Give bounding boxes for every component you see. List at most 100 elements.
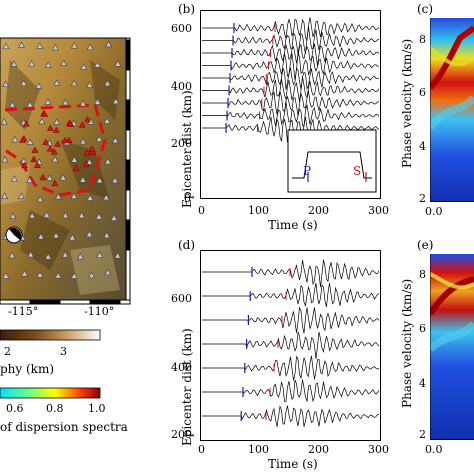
station-triangle [54, 272, 62, 279]
station-triangle-selected [30, 155, 38, 163]
seismogram-trace [202, 90, 380, 116]
station-triangle [10, 60, 18, 67]
station-triangle [1, 155, 9, 163]
station-triangle [85, 158, 93, 165]
lon-tick-label: -115° [8, 305, 39, 318]
seismogram-trace [202, 379, 380, 402]
seismogram-trace [202, 76, 380, 102]
station-triangle-selected [83, 149, 91, 156]
ytick-label: 600 [171, 22, 192, 35]
station-triangle-selected [82, 160, 90, 167]
station-triangle [103, 117, 111, 124]
station-triangle [25, 176, 34, 183]
station-triangle [80, 63, 88, 70]
station-triangle [68, 233, 76, 241]
elev-colorbar-label: phy (km) [0, 362, 55, 376]
axis-label: Phase velocity (km/s) [400, 278, 414, 408]
map-panel: -115° -110° 2 3 phy (km) 0.6 0.8 1.0 of … [0, 0, 170, 474]
elev-tick-label: 3 [60, 345, 67, 358]
station-triangle [28, 60, 36, 67]
station-triangle [8, 101, 16, 108]
station-triangle [105, 40, 113, 48]
ytick-label: 4 [419, 377, 426, 390]
cbar-tick-label: 0.8 [46, 402, 64, 415]
panel-e-dispersion-spectrum [430, 254, 474, 440]
seismogram-trace [202, 355, 380, 381]
station-triangle-selected [39, 173, 47, 181]
station-triangle [103, 79, 111, 87]
xtick-label: 0.0 [425, 205, 443, 218]
station-triangle-selected [61, 136, 69, 144]
ytick-label: 200 [171, 137, 192, 150]
station-triangle [102, 193, 110, 201]
station-triangle [61, 98, 69, 106]
inset-s-label: S [353, 164, 362, 178]
ytick-label: 400 [171, 80, 192, 93]
ytick-label: 600 [171, 292, 192, 305]
xtick-label: 0.0 [425, 443, 443, 456]
xtick-label: 200 [308, 443, 329, 456]
station-triangle-selected [52, 126, 60, 133]
ytick-label: 4 [419, 140, 426, 153]
station-triangle [2, 80, 10, 88]
station-triangle [61, 251, 69, 258]
station-triangle [95, 135, 103, 142]
station-triangle [79, 137, 87, 145]
xtick-label: 100 [248, 443, 269, 456]
station-triangle-selected [46, 145, 54, 152]
xtick-label: 100 [248, 204, 269, 217]
panel-letter-c: (c) [417, 2, 434, 16]
station-triangle [86, 194, 94, 201]
station-triangle-selected [84, 116, 91, 123]
cbar-tick-label: 1.0 [88, 402, 106, 415]
station-triangle [38, 117, 46, 125]
station-triangle [94, 98, 102, 105]
station-triangle [44, 252, 52, 260]
station-triangle [70, 192, 78, 200]
station-triangle-selected [78, 121, 86, 128]
station-triangle [114, 60, 122, 67]
station-triangle [37, 232, 45, 240]
station-triangle [53, 118, 61, 125]
panel-c-ylabel: Phase velocity (km/s) [396, 39, 415, 168]
station-triangle [79, 176, 87, 183]
panel-c-dispersion-spectrum [430, 18, 474, 202]
station-triangle [27, 250, 35, 258]
station-triangle [2, 42, 10, 50]
station-triangle [53, 79, 61, 86]
station-triangle [36, 195, 44, 203]
station-triangle [60, 59, 68, 67]
station-triangle [70, 272, 78, 279]
station-triangle [104, 268, 112, 276]
station-triangle [96, 251, 104, 258]
station-triangle [79, 99, 87, 107]
station-triangle [103, 231, 111, 239]
elev-tick-label: 2 [4, 345, 11, 358]
station-triangle-selected [54, 140, 62, 147]
axis-label: Time (s) [268, 457, 318, 471]
station-triangle-selected [46, 124, 54, 131]
ytick-label: 8 [419, 268, 426, 281]
station-triangle [76, 252, 84, 260]
seismogram-trace [202, 17, 380, 42]
seismogram-trace [202, 331, 380, 359]
station-triangle [96, 176, 104, 184]
station-triangle [43, 211, 51, 218]
station-triangle-selected [19, 136, 27, 143]
station-triangle [104, 157, 112, 165]
station-triangle [2, 272, 10, 279]
station-triangle [35, 82, 43, 89]
station-triangle [9, 212, 17, 219]
ytick-label: 8 [419, 33, 426, 46]
station-triangle [111, 176, 119, 184]
station-triangle [36, 271, 44, 278]
station-triangle [111, 136, 119, 144]
station-triangle [86, 43, 94, 50]
axis-label: Phase velocity (km/s) [400, 38, 414, 168]
xtick-label: 200 [308, 204, 329, 217]
station-triangle [54, 192, 62, 200]
seismogram-trace [202, 405, 380, 427]
station-triangle [20, 79, 28, 86]
station-triangle-selected [72, 164, 80, 172]
seismogram-trace [202, 282, 380, 307]
